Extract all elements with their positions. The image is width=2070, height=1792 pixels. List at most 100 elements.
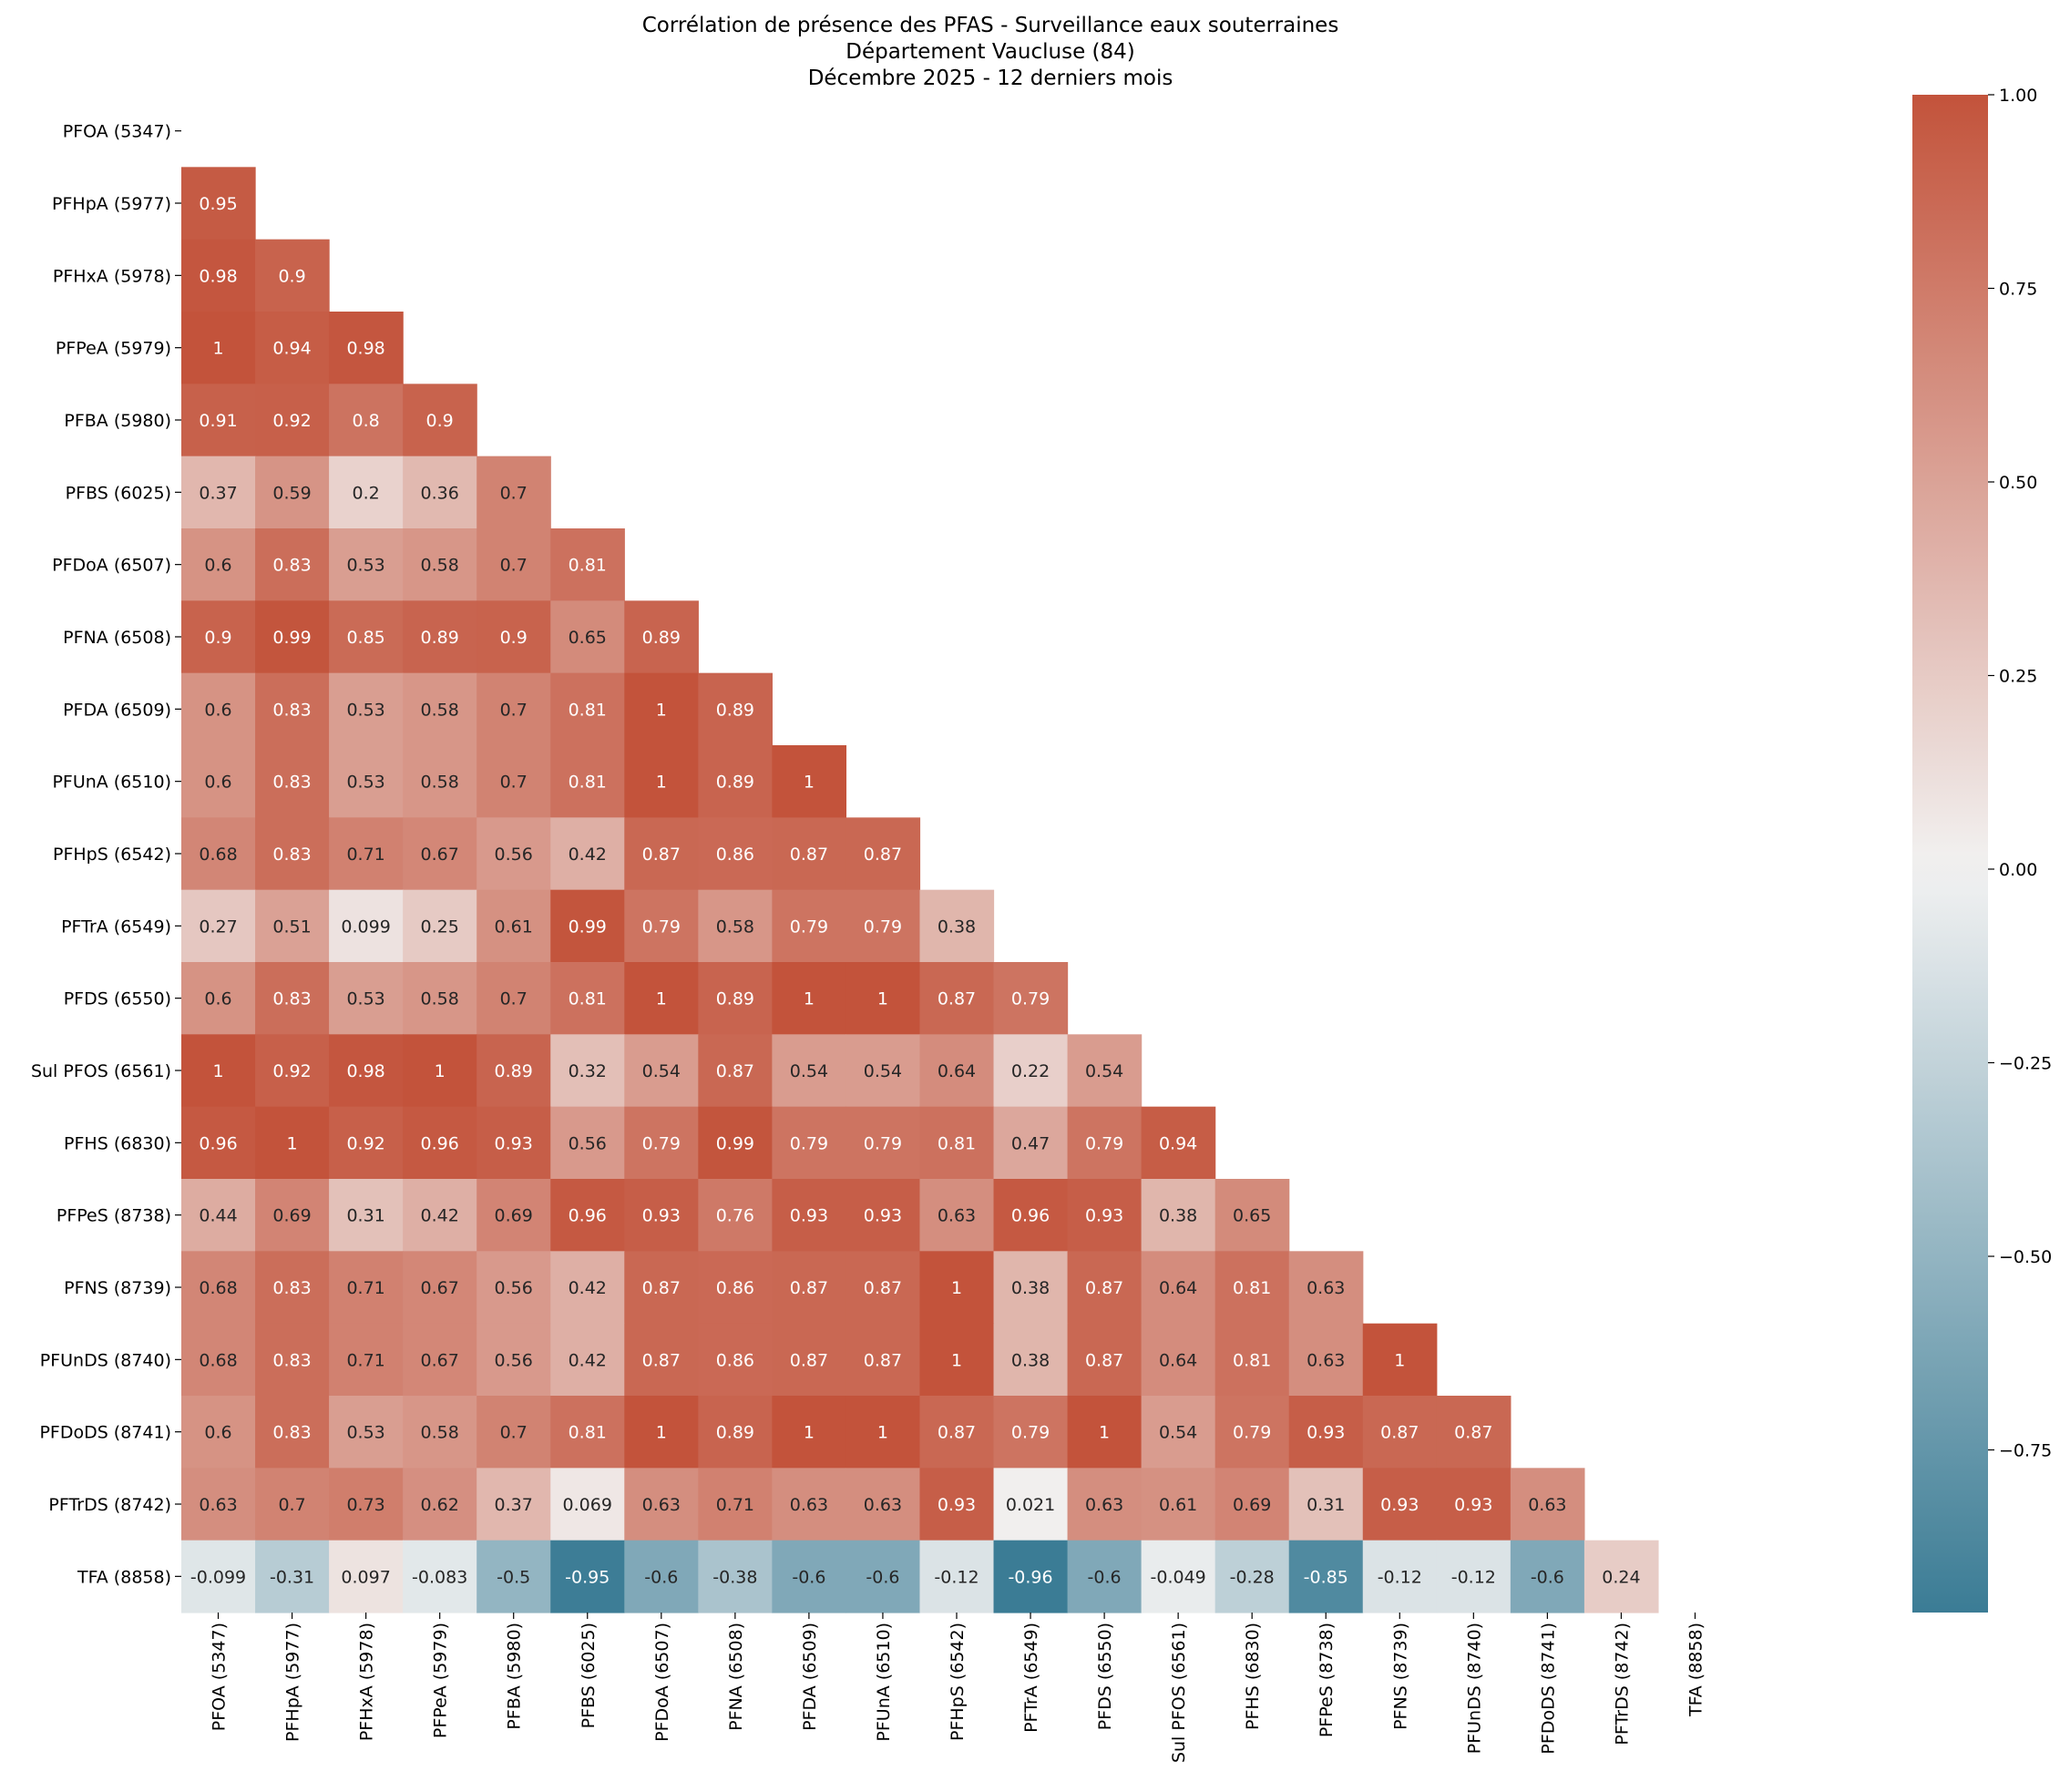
cell-value-label: 0.83	[272, 1423, 311, 1443]
heatmap-cell	[698, 1396, 773, 1469]
heatmap-cell	[329, 745, 404, 818]
heatmap-cell	[181, 167, 256, 241]
heatmap-cell	[772, 817, 847, 891]
heatmap-cell	[624, 962, 699, 1035]
cell-value-label: 0.86	[716, 1350, 754, 1370]
cell-value-label: 0.37	[495, 1495, 533, 1515]
cell-value-label: 0.83	[272, 989, 311, 1009]
cell-value-label: 0.81	[569, 989, 607, 1009]
cell-value-label: 0.81	[1233, 1278, 1271, 1298]
colorbar-tick-label: 0.00	[1999, 860, 2037, 880]
cell-value-label: -0.6	[644, 1567, 678, 1587]
heatmap-cell	[1067, 1251, 1143, 1325]
y-tick-label: TFA (8858)	[77, 1567, 171, 1587]
cell-value-label: 0.097	[341, 1567, 390, 1587]
heatmap-cell	[403, 745, 477, 818]
heatmap-cell	[403, 889, 477, 963]
cell-value-label: -0.96	[1008, 1567, 1052, 1587]
heatmap-cell	[477, 962, 551, 1035]
heatmap-cell	[919, 1468, 995, 1541]
cell-value-label: -0.6	[792, 1567, 825, 1587]
cell-value-label: 0.73	[346, 1495, 384, 1515]
cell-value-label: 0.68	[199, 845, 237, 865]
cell-value-label: 0.83	[272, 845, 311, 865]
cell-value-label: 0.93	[790, 1206, 828, 1226]
heatmap-cell	[181, 745, 256, 818]
heatmap-cell	[255, 889, 330, 963]
x-tick-label: PFHxA (5978)	[357, 1623, 377, 1741]
cell-value-label: 0.58	[421, 700, 459, 720]
y-tick-label: PFPeA (5979)	[56, 339, 171, 359]
heatmap-cell	[255, 1540, 330, 1613]
cell-value-label: 0.86	[716, 845, 754, 865]
cell-value-label: 0.63	[1307, 1350, 1345, 1370]
cell-value-label: 0.31	[346, 1206, 384, 1226]
cell-value-label: 0.87	[1085, 1278, 1123, 1298]
heatmap-cell	[772, 1323, 847, 1397]
y-tick-label: PFOA (5347)	[63, 122, 171, 142]
heatmap-cell	[698, 1540, 773, 1613]
y-tick-label: PFUnDS (8740)	[40, 1350, 171, 1370]
cell-value-label: 0.64	[1159, 1350, 1197, 1370]
cell-value-label: 0.67	[421, 1278, 459, 1298]
heatmap-cell	[329, 1323, 404, 1397]
cell-value-label: 1	[804, 773, 815, 793]
heatmap-cell	[477, 889, 551, 963]
heatmap-cell	[329, 1179, 404, 1252]
cell-value-label: 0.93	[938, 1495, 976, 1515]
cell-value-label: 0.42	[421, 1206, 459, 1226]
cell-value-label: 0.87	[716, 1061, 754, 1081]
heatmap-cell	[698, 1179, 773, 1252]
heatmap-cell	[993, 962, 1069, 1035]
cell-value-label: 0.51	[272, 916, 311, 937]
cell-value-label: 0.87	[1454, 1423, 1492, 1443]
heatmap-cell	[550, 962, 625, 1035]
cell-value-label: 0.67	[421, 845, 459, 865]
cell-value-label: 0.68	[199, 1350, 237, 1370]
heatmap-cell	[698, 745, 773, 818]
cell-value-label: -0.6	[866, 1567, 899, 1587]
cell-value-label: 0.7	[500, 700, 528, 720]
heatmap-cell	[1067, 1034, 1143, 1108]
x-tick-label: Sul PFOS (6561)	[1169, 1623, 1189, 1763]
heatmap-cell	[1362, 1323, 1438, 1397]
heatmap-cell	[255, 1179, 330, 1252]
cell-value-label: -0.85	[1304, 1567, 1348, 1587]
cell-value-label: 0.76	[716, 1206, 754, 1226]
cell-value-label: 0.71	[346, 1278, 384, 1298]
heatmap-cell	[329, 1106, 404, 1180]
cell-value-label: 0.021	[1006, 1495, 1055, 1515]
x-tick-label: PFPeS (8738)	[1317, 1623, 1337, 1737]
cell-value-label: 0.79	[642, 916, 681, 937]
cell-value-label: 0.54	[864, 1061, 902, 1081]
cell-value-label: 0.85	[346, 628, 384, 648]
heatmap-cell	[993, 1106, 1069, 1180]
cell-value-label: 0.9	[278, 266, 305, 286]
cell-value-label: 0.71	[716, 1495, 754, 1515]
colorbar-tick-label: −0.50	[1999, 1247, 2052, 1267]
heatmap-cell	[993, 1540, 1069, 1613]
cell-value-label: 0.54	[1085, 1061, 1123, 1081]
heatmap-cell	[403, 962, 477, 1035]
cell-value-label: 0.31	[1307, 1495, 1345, 1515]
x-tick-label: PFHS (6830)	[1243, 1623, 1263, 1730]
heatmap-cell	[1362, 1396, 1438, 1469]
heatmap-cell	[477, 1106, 551, 1180]
heatmap-cell	[624, 1179, 699, 1252]
colorbar-tick-label: 0.50	[1999, 473, 2037, 493]
heatmap-cell	[919, 1034, 995, 1108]
x-tick-label: PFNS (8739)	[1390, 1623, 1410, 1730]
heatmap-cell	[255, 1323, 330, 1397]
cell-value-label: 1	[951, 1278, 962, 1298]
cell-value-label: 1	[435, 1061, 446, 1081]
heatmap-cell	[993, 1468, 1069, 1541]
cell-value-label: 0.6	[204, 700, 231, 720]
colorbar-tick-label: 0.75	[1999, 280, 2037, 300]
heatmap-cell	[477, 1540, 551, 1613]
heatmap-cell	[329, 817, 404, 891]
cell-value-label: 0.53	[346, 1423, 384, 1443]
x-tick-label: PFTrDS (8742)	[1612, 1623, 1632, 1746]
cell-value-label: -0.31	[270, 1567, 314, 1587]
heatmap-cell	[477, 745, 551, 818]
cell-value-label: 0.63	[864, 1495, 902, 1515]
